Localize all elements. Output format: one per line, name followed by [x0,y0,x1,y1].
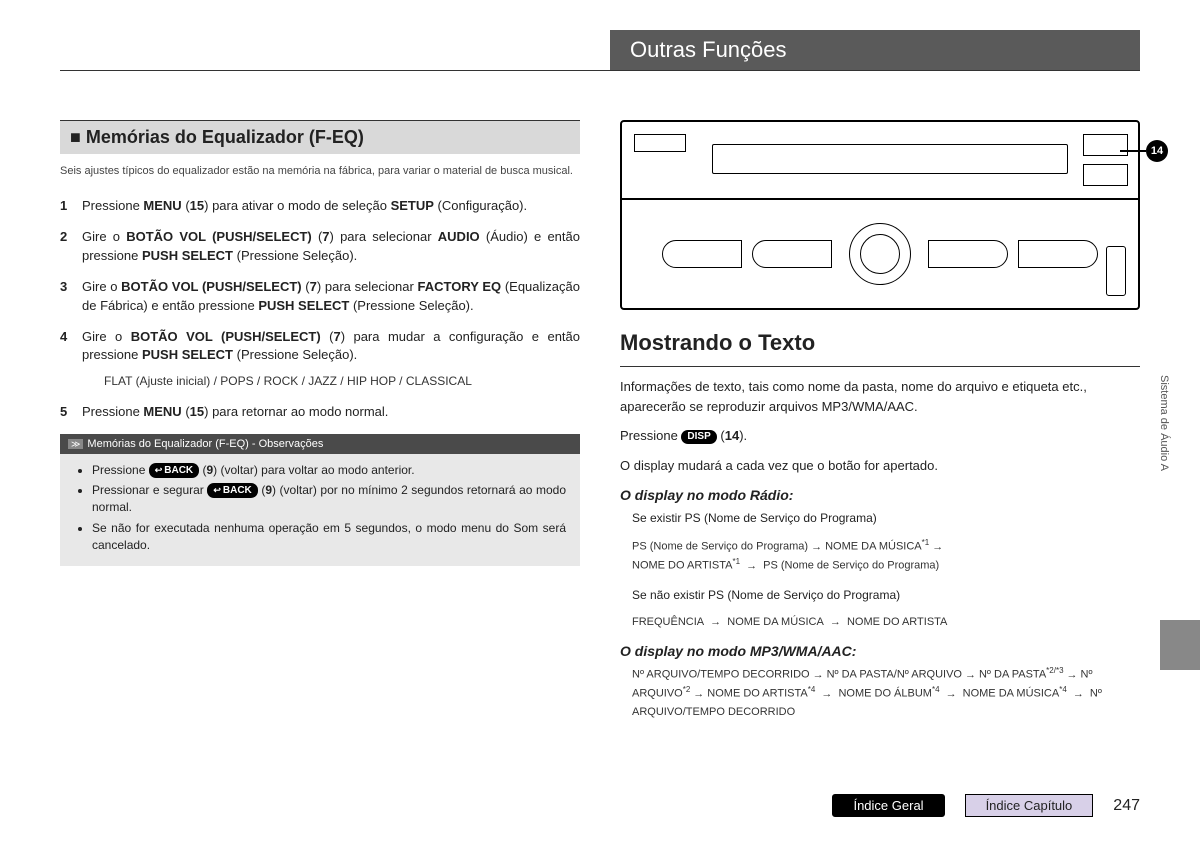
side-section-label: Sistema de Áudio A [1158,374,1170,470]
disp-pill-icon: DISP [681,430,716,444]
heading-mostrando-texto: Mostrando o Texto [620,330,1140,356]
page-title-bar: Outras Funções [610,30,1140,70]
heading-rule [620,366,1140,367]
press-disp: Pressione DISP (14). [620,426,1140,446]
footer-nav: Índice Geral Índice Capítulo 247 [832,794,1140,817]
back-pill-icon: ↩BACK [207,483,257,498]
radio-ps-notexists: Se não existir PS (Nome de Serviço do Pr… [632,586,1140,604]
steps-list: Pressione MENU (15) para ativar o modo d… [60,197,580,421]
right-column: 14 Mostrando o Texto Informações de text… [620,120,1140,731]
notes-box: ≫Memórias do Equalizador (F-EQ) - Observ… [60,434,580,566]
callout-14: 14 [1120,140,1168,162]
heading-radio-mode: O display no modo Rádio: [620,487,1140,503]
step-1: Pressione MENU (15) para ativar o modo d… [60,197,580,216]
diagram-btn-right-1 [928,240,1008,268]
text-intro: Informações de texto, tais como nome da … [620,377,1140,416]
step-2: Gire o BOTÃO VOL (PUSH/SELECT) (7) para … [60,228,580,266]
index-general-button[interactable]: Índice Geral [832,794,944,817]
heading-mp3-mode: O display no modo MP3/WMA/AAC: [620,643,1140,659]
chevron-icon: ≫ [68,439,83,449]
diagram-usb-port [1106,246,1126,296]
page-number: 247 [1113,797,1140,815]
display-change-text: O display mudará a cada vez que o botão … [620,456,1140,476]
horizontal-rule [60,70,1140,71]
note-3: Se não for executada nenhuma operação em… [92,520,566,554]
callout-number: 14 [1146,140,1168,162]
note-2: Pressionar e segurar ↩BACK (9) (voltar) … [92,482,566,516]
radio-ps-exists: Se existir PS (Nome de Serviço do Progra… [632,509,1140,527]
note-1: Pressione ↩BACK (9) (voltar) para voltar… [92,462,566,479]
step-4: Gire o BOTÃO VOL (PUSH/SELECT) (7) para … [60,328,580,391]
diagram-volume-knob [849,223,911,285]
radio-sequence-1: PS (Nome de Serviço do Programa)→NOME DA… [632,537,1140,576]
radio-sequence-2: FREQUÊNCIA → NOME DA MÚSICA → NOME DO AR… [632,614,1140,632]
page-title: Outras Funções [630,37,787,62]
side-tab-marker [1160,620,1200,670]
index-chapter-button[interactable]: Índice Capítulo [965,794,1094,817]
step-4-options: FLAT (Ajuste inicial) / POPS / ROCK / JA… [104,373,580,390]
back-pill-icon: ↩BACK [149,463,199,478]
diagram-btn-right-2 [1018,240,1098,268]
diagram-cd-slot [712,144,1068,174]
diagram-btn-left-1 [662,240,742,268]
radio-diagram: 14 [620,120,1140,310]
intro-text: Seis ajustes típicos do equalizador estã… [60,164,580,179]
notes-header: ≫Memórias do Equalizador (F-EQ) - Observ… [60,434,580,454]
diagram-button-secondary [1083,164,1128,186]
step-3: Gire o BOTÃO VOL (PUSH/SELECT) (7) para … [60,278,580,316]
diagram-btn-left-2 [752,240,832,268]
diagram-display [634,134,686,152]
step-5: Pressione MENU (15) para retornar ao mod… [60,403,580,422]
mp3-sequence: Nº ARQUIVO/TEMPO DECORRIDO→Nº DA PASTA/N… [632,665,1140,721]
section-heading-feq: Memórias do Equalizador (F-EQ) [60,120,580,154]
left-column: Memórias do Equalizador (F-EQ) Seis ajus… [60,120,580,731]
